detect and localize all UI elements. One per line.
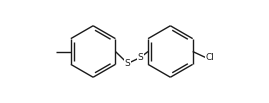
Text: S: S	[125, 59, 130, 68]
Text: Cl: Cl	[206, 53, 215, 62]
Text: S: S	[138, 53, 143, 62]
